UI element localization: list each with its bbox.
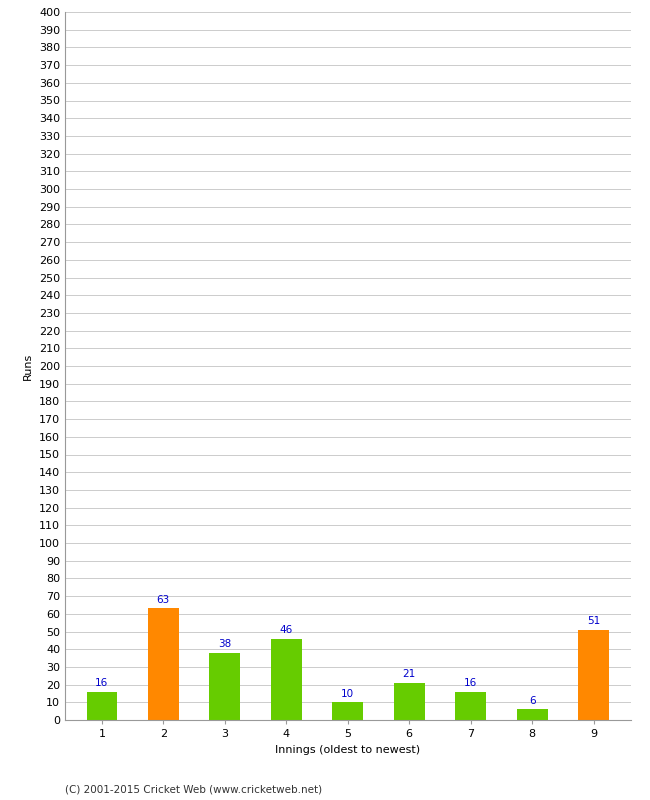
Bar (332, 702, 363, 720)
Text: 16: 16 (96, 678, 109, 688)
Bar (517, 710, 547, 720)
Text: 21: 21 (402, 670, 416, 679)
Bar (578, 630, 609, 720)
Bar (148, 609, 179, 720)
Text: 51: 51 (587, 616, 600, 626)
Text: 46: 46 (280, 625, 293, 635)
Text: 63: 63 (157, 595, 170, 605)
Y-axis label: Runs: Runs (23, 352, 33, 380)
Text: (C) 2001-2015 Cricket Web (www.cricketweb.net): (C) 2001-2015 Cricket Web (www.cricketwe… (65, 784, 322, 794)
Text: 10: 10 (341, 689, 354, 698)
Bar (209, 653, 240, 720)
X-axis label: Innings (oldest to newest): Innings (oldest to newest) (275, 745, 421, 754)
Text: 16: 16 (464, 678, 477, 688)
Text: 38: 38 (218, 639, 231, 650)
Bar (271, 638, 302, 720)
Bar (394, 683, 424, 720)
Bar (455, 692, 486, 720)
Bar (86, 692, 117, 720)
Text: 6: 6 (529, 696, 536, 706)
